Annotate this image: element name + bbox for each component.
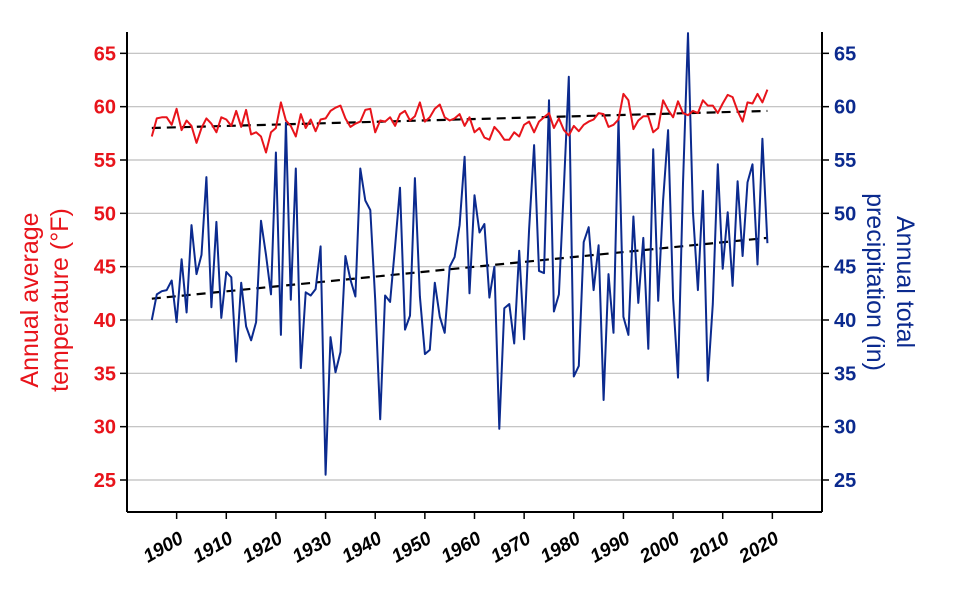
xtick-label-1990: 1990 <box>587 528 634 568</box>
precipitation-series-line <box>150 32 769 476</box>
ytick-right-label-45: 45 <box>834 257 856 279</box>
xtick-label-1920: 1920 <box>239 528 286 568</box>
y-axis-right-title-line-1: Annual total <box>891 216 919 348</box>
ytick-right-label-30: 30 <box>834 417 856 439</box>
ytick-right-label-50: 50 <box>834 203 856 225</box>
ytick-left-label-50: 50 <box>94 203 116 225</box>
ytick-left-label-35: 35 <box>94 363 116 385</box>
ytick-right-label-40: 40 <box>834 310 856 332</box>
xtick-label-2000: 2000 <box>636 528 684 568</box>
y-axis-left-title-line-2: temperature (°F) <box>46 208 74 392</box>
ytick-left-label-55: 55 <box>94 150 116 172</box>
y-axis-right-title: Annual totalprecipitation (in) <box>861 193 919 371</box>
temperature-series-line <box>150 89 769 154</box>
ytick-left-label-60: 60 <box>94 97 116 119</box>
ytick-right-label-60: 60 <box>834 97 856 119</box>
xtick-label-1980: 1980 <box>537 528 584 568</box>
ytick-right-label-35: 35 <box>834 363 856 385</box>
ytick-left-label-25: 25 <box>94 470 116 492</box>
xtick-label-1900: 1900 <box>140 528 187 568</box>
axes <box>120 32 829 519</box>
trendline-left <box>151 109 768 130</box>
ytick-left-label-30: 30 <box>94 417 116 439</box>
ytick-left-label-45: 45 <box>94 257 116 279</box>
ytick-right-label-25: 25 <box>834 470 856 492</box>
series-lines <box>150 32 769 476</box>
xtick-label-1910: 1910 <box>190 528 237 568</box>
xtick-label-1960: 1960 <box>438 528 485 568</box>
ytick-right-label-65: 65 <box>834 43 856 65</box>
y-axis-left-title: Annual averagetemperature (°F) <box>16 208 74 392</box>
xtick-label-1950: 1950 <box>388 528 435 568</box>
trendline-right <box>151 236 768 300</box>
ytick-right-label-55: 55 <box>834 150 856 172</box>
xtick-label-1970: 1970 <box>488 528 535 568</box>
xtick-label-2020: 2020 <box>735 528 783 568</box>
xtick-label-1930: 1930 <box>289 528 336 568</box>
ytick-left-label-65: 65 <box>94 43 116 65</box>
trendlines <box>151 109 768 300</box>
xtick-label-1940: 1940 <box>339 528 386 568</box>
y-axis-left-title-line-1: Annual average <box>16 212 44 387</box>
gridlines <box>127 52 822 481</box>
ytick-left-label-40: 40 <box>94 310 116 332</box>
y-axis-right-title-line-2: precipitation (in) <box>861 193 889 371</box>
xtick-label-2010: 2010 <box>685 528 733 568</box>
